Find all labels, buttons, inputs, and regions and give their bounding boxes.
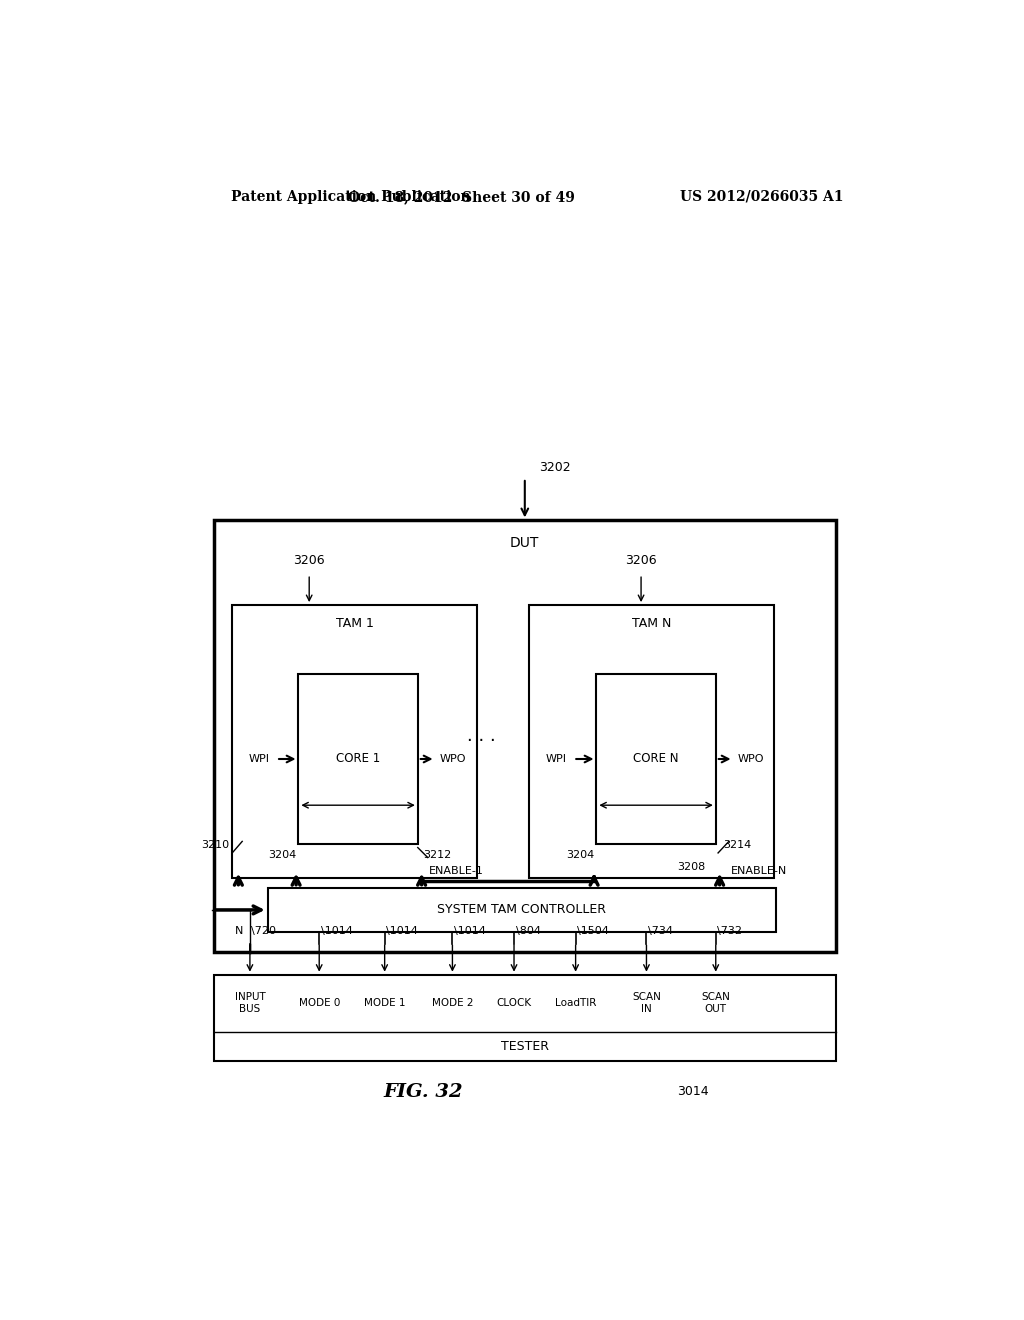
Text: DUT: DUT bbox=[510, 536, 540, 549]
Text: \1014: \1014 bbox=[386, 927, 418, 936]
Text: 3204: 3204 bbox=[268, 850, 297, 859]
Text: TESTER: TESTER bbox=[501, 1040, 549, 1053]
Text: \1014: \1014 bbox=[321, 927, 352, 936]
Text: 3210: 3210 bbox=[201, 841, 229, 850]
Bar bbox=[298, 675, 418, 843]
Text: \734: \734 bbox=[648, 927, 673, 936]
Bar bbox=[596, 675, 716, 843]
Text: 3212: 3212 bbox=[423, 850, 452, 859]
Text: TAM 1: TAM 1 bbox=[336, 616, 374, 630]
Text: ENABLE-N: ENABLE-N bbox=[731, 866, 787, 876]
Text: \1504: \1504 bbox=[578, 927, 609, 936]
Text: MODE 2: MODE 2 bbox=[432, 998, 473, 1008]
Text: 3206: 3206 bbox=[626, 553, 656, 566]
Text: \720: \720 bbox=[252, 927, 276, 936]
Text: SYSTEM TAM CONTROLLER: SYSTEM TAM CONTROLLER bbox=[437, 903, 606, 916]
Text: SCAN
IN: SCAN IN bbox=[632, 993, 660, 1014]
Text: INPUT
BUS: INPUT BUS bbox=[234, 993, 265, 1014]
Text: TAM N: TAM N bbox=[632, 616, 672, 630]
Text: 3208: 3208 bbox=[677, 862, 706, 873]
Bar bbox=[214, 520, 836, 952]
Text: CLOCK: CLOCK bbox=[497, 998, 531, 1008]
Text: SCAN
OUT: SCAN OUT bbox=[701, 993, 730, 1014]
Text: Patent Application Publication: Patent Application Publication bbox=[230, 190, 470, 203]
Bar bbox=[232, 605, 477, 878]
Text: CORE N: CORE N bbox=[633, 752, 679, 766]
Text: Oct. 18, 2012  Sheet 30 of 49: Oct. 18, 2012 Sheet 30 of 49 bbox=[348, 190, 575, 203]
Text: \732: \732 bbox=[717, 927, 742, 936]
Text: 3214: 3214 bbox=[724, 841, 752, 850]
Text: 3206: 3206 bbox=[294, 553, 325, 566]
Text: MODE 0: MODE 0 bbox=[299, 998, 340, 1008]
Text: \1014: \1014 bbox=[454, 927, 485, 936]
Text: 3202: 3202 bbox=[539, 461, 570, 474]
Text: 3204: 3204 bbox=[566, 850, 595, 859]
Text: WPI: WPI bbox=[249, 754, 269, 764]
Text: WPO: WPO bbox=[439, 754, 466, 764]
Bar bbox=[529, 605, 774, 878]
Text: LoadTIR: LoadTIR bbox=[555, 998, 596, 1008]
Bar bbox=[267, 887, 776, 932]
Text: \804: \804 bbox=[515, 927, 541, 936]
Text: . . .: . . . bbox=[467, 727, 496, 744]
Text: 3014: 3014 bbox=[677, 1085, 709, 1098]
Text: CORE 1: CORE 1 bbox=[336, 752, 380, 766]
Text: MODE 1: MODE 1 bbox=[364, 998, 406, 1008]
Text: US 2012/0266035 A1: US 2012/0266035 A1 bbox=[680, 190, 844, 203]
Text: FIG. 32: FIG. 32 bbox=[383, 1082, 463, 1101]
Bar bbox=[214, 974, 836, 1061]
Text: N: N bbox=[236, 927, 244, 936]
Text: WPI: WPI bbox=[546, 754, 567, 764]
Text: WPO: WPO bbox=[737, 754, 764, 764]
Text: ENABLE-1: ENABLE-1 bbox=[429, 866, 484, 876]
